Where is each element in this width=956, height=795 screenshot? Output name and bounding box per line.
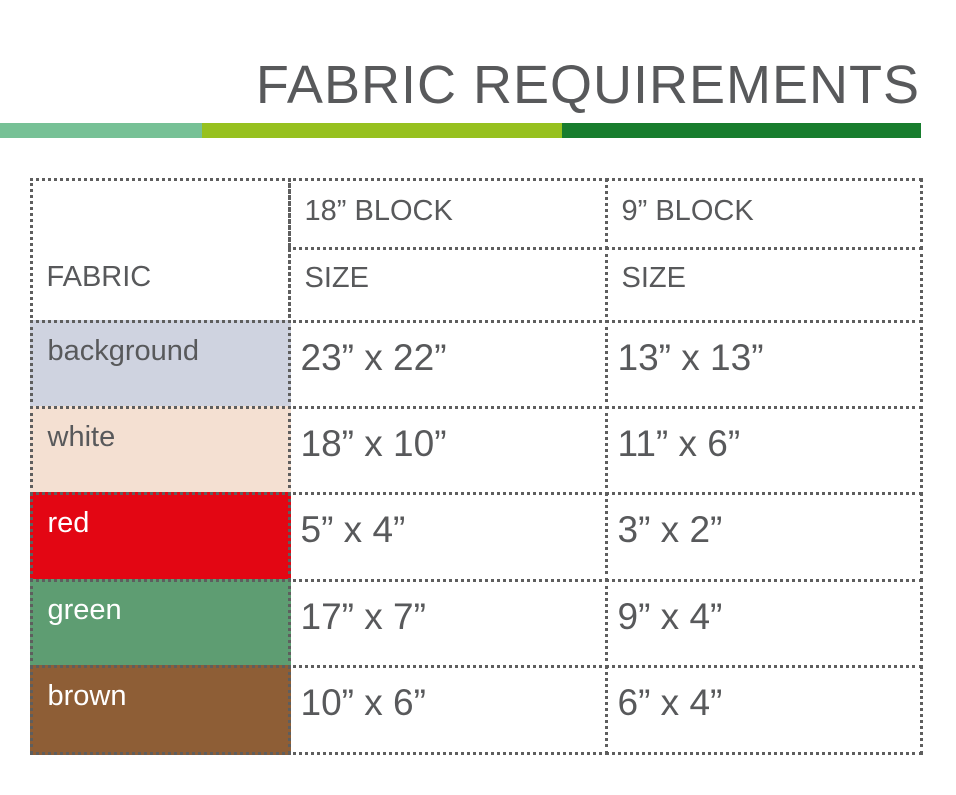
fabric-swatch-green-text: green bbox=[47, 593, 122, 626]
fabric-swatch-red-text: red bbox=[47, 506, 90, 539]
size-9-block-text: 9” x 4” bbox=[617, 595, 723, 637]
fabric-swatch-brown-text: brown bbox=[47, 679, 127, 712]
header-18-size-label: SIZE bbox=[304, 261, 369, 294]
size-18-block: 10” x 6” bbox=[287, 664, 608, 755]
stripe-dark-green bbox=[562, 123, 921, 138]
size-9-block: 13” x 13” bbox=[604, 319, 923, 409]
fabric-swatch-white-text: white bbox=[47, 420, 116, 453]
fabric-swatch-background-text: background bbox=[47, 334, 200, 367]
stripe-teal bbox=[0, 123, 202, 138]
header-18-block-label: 18” BLOCK bbox=[304, 194, 453, 227]
size-9-block-text: 3” x 2” bbox=[617, 508, 723, 550]
size-9-block: 6” x 4” bbox=[604, 664, 923, 755]
size-18-block: 17” x 7” bbox=[287, 578, 608, 668]
size-18-block: 5” x 4” bbox=[287, 491, 608, 582]
size-9-block: 3” x 2” bbox=[604, 491, 923, 582]
page-title: FABRIC REQUIREMENTS bbox=[255, 55, 920, 115]
size-9-block: 11” x 6” bbox=[604, 405, 923, 495]
size-18-block: 18” x 10” bbox=[287, 405, 608, 495]
fabric-swatch-green: green bbox=[29, 578, 291, 668]
size-18-block-text: 17” x 7” bbox=[300, 595, 426, 637]
fabric-swatch-brown: brown bbox=[29, 664, 291, 755]
fabric-swatch-red: red bbox=[29, 491, 291, 582]
header-9-block: 9” BLOCK bbox=[604, 177, 923, 250]
header-9-block-label: 9” BLOCK bbox=[621, 194, 754, 227]
fabric-swatch-background: background bbox=[29, 319, 291, 409]
size-9-block-text: 11” x 6” bbox=[617, 422, 741, 464]
size-18-block: 23” x 22” bbox=[287, 319, 608, 409]
size-9-block-text: 13” x 13” bbox=[617, 336, 764, 378]
size-18-block-text: 5” x 4” bbox=[300, 508, 406, 550]
header-fabric-label: FABRIC bbox=[46, 260, 152, 293]
size-18-block-text: 10” x 6” bbox=[300, 681, 426, 723]
header-18-size: SIZE bbox=[287, 246, 608, 323]
size-9-block-text: 6” x 4” bbox=[617, 681, 723, 723]
header-9-size-label: SIZE bbox=[621, 261, 686, 294]
header-18-block: 18” BLOCK bbox=[287, 177, 608, 250]
stripe-lime bbox=[202, 123, 562, 138]
size-18-block-text: 18” x 10” bbox=[300, 422, 447, 464]
size-9-block: 9” x 4” bbox=[604, 578, 923, 668]
header-fabric: FABRIC bbox=[29, 177, 291, 323]
size-18-block-text: 23” x 22” bbox=[300, 336, 447, 378]
header-9-size: SIZE bbox=[604, 246, 923, 323]
fabric-swatch-white: white bbox=[29, 405, 291, 495]
